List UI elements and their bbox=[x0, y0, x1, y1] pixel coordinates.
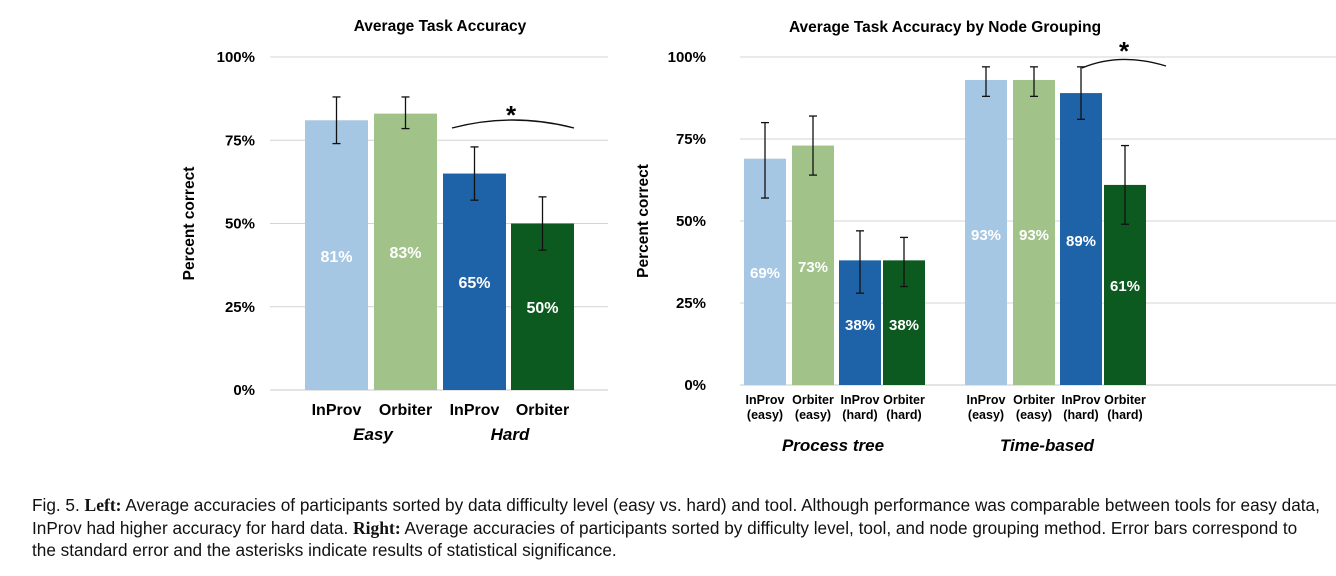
bar bbox=[374, 113, 437, 391]
caption-left-text: Average accuracies of participants sorte… bbox=[32, 495, 1320, 538]
figure-caption: Fig. 5. Left: Average accuracies of part… bbox=[32, 494, 1322, 562]
y-tick-label: 100% bbox=[668, 49, 706, 66]
x-tick-label: InProv bbox=[841, 393, 880, 407]
data-label: 81% bbox=[320, 249, 352, 266]
x-tick-label: Orbiter bbox=[379, 402, 432, 419]
x-tick-label: Orbiter bbox=[883, 393, 925, 407]
data-label: 93% bbox=[1019, 227, 1049, 244]
bar bbox=[1060, 93, 1102, 385]
left-chart: Average Task Accuracy 0% 25% 50% 75% 100% Perc… bbox=[181, 18, 608, 444]
x-tick-label: InProv bbox=[746, 393, 785, 407]
caption-right-text: Average accuracies of participants sorte… bbox=[32, 517, 1298, 561]
x-tick-label: InProv bbox=[312, 402, 362, 419]
y-tick-label: 0% bbox=[233, 382, 255, 399]
significance-bracket bbox=[1081, 58, 1167, 69]
x-tick-label: (hard) bbox=[1107, 408, 1142, 422]
data-label: 38% bbox=[845, 317, 875, 334]
x-tick-label: (easy) bbox=[747, 408, 783, 422]
data-label: 73% bbox=[798, 259, 828, 276]
data-label: 93% bbox=[971, 227, 1001, 244]
x-tick-label: (easy) bbox=[795, 408, 831, 422]
data-label: 50% bbox=[526, 300, 558, 317]
x-tick-label: Orbiter bbox=[1013, 393, 1055, 407]
right-chart: Average Task Accuracy by Node Grouping 0%… bbox=[635, 19, 1336, 455]
caption-left-label: Left: bbox=[84, 495, 122, 515]
bar bbox=[792, 145, 834, 385]
chart-title: Average Task Accuracy by Node Grouping bbox=[789, 19, 1101, 36]
caption-right-label: Right: bbox=[353, 517, 401, 538]
group-label: Easy bbox=[353, 425, 394, 444]
group-label: Process tree bbox=[782, 436, 884, 455]
x-tick-label: (hard) bbox=[842, 408, 877, 422]
y-tick-label: 25% bbox=[225, 299, 255, 316]
bar bbox=[443, 173, 506, 390]
group-label: Time-based bbox=[1000, 436, 1095, 455]
x-tick-label: (easy) bbox=[1016, 408, 1052, 422]
significance-bracket bbox=[451, 119, 575, 129]
x-tick-label: (hard) bbox=[1063, 408, 1098, 422]
y-tick-label: 100% bbox=[217, 49, 255, 66]
data-label: 89% bbox=[1066, 233, 1096, 250]
significance-asterisk: * bbox=[1119, 36, 1130, 66]
x-tick-label: Orbiter bbox=[792, 393, 834, 407]
x-tick-label: Orbiter bbox=[1104, 393, 1146, 407]
x-tick-label: Orbiter bbox=[516, 402, 569, 419]
y-tick-label: 25% bbox=[676, 295, 706, 312]
data-label: 61% bbox=[1110, 278, 1140, 295]
bar bbox=[1013, 79, 1055, 386]
x-tick-label: InProv bbox=[450, 402, 500, 419]
bar bbox=[965, 79, 1007, 386]
y-tick-label: 50% bbox=[225, 216, 255, 233]
x-tick-label: InProv bbox=[1062, 393, 1101, 407]
y-axis-label: Percent correct bbox=[181, 167, 198, 281]
y-tick-label: 75% bbox=[225, 132, 255, 149]
data-label: 65% bbox=[458, 275, 490, 292]
data-label: 83% bbox=[389, 245, 421, 262]
data-label: 38% bbox=[889, 317, 919, 334]
chart-title: Average Task Accuracy bbox=[354, 18, 527, 35]
significance-asterisk: * bbox=[506, 100, 517, 130]
y-tick-label: 75% bbox=[676, 131, 706, 148]
x-tick-label: InProv bbox=[967, 393, 1006, 407]
bar bbox=[305, 120, 368, 391]
y-tick-label: 0% bbox=[684, 377, 706, 394]
x-tick-label: (easy) bbox=[968, 408, 1004, 422]
y-axis-label: Percent correct bbox=[635, 164, 652, 278]
data-label: 69% bbox=[750, 265, 780, 282]
bar bbox=[511, 223, 574, 390]
caption-fig-number: Fig. 5. bbox=[32, 495, 80, 515]
group-label: Hard bbox=[491, 425, 530, 444]
x-tick-label: (hard) bbox=[886, 408, 921, 422]
y-tick-label: 50% bbox=[676, 213, 706, 230]
